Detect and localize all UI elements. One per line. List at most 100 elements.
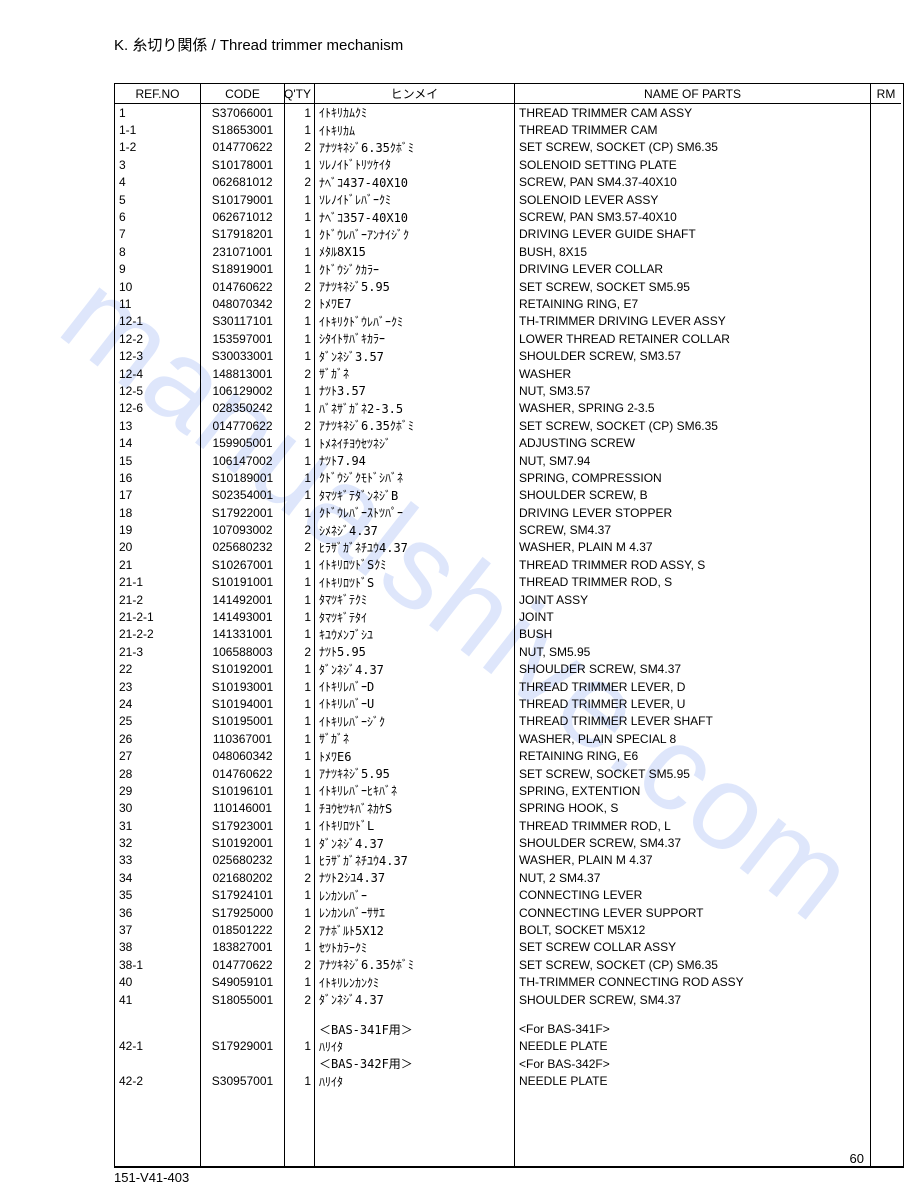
cell-name: SHOULDER SCREW, B <box>515 487 871 504</box>
table-row: 21-2-21413310011ｷﾕｳﾒﾝﾌﾞｼﾕBUSH <box>115 626 903 643</box>
cell-name: SET SCREW, SOCKET SM5.95 <box>515 278 871 295</box>
cell-ref: 12-1 <box>115 313 201 330</box>
cell-hin: ﾊﾞﾈｻﾞｶﾞﾈ2-3.5 <box>315 400 515 417</box>
cell-code: S18919001 <box>201 261 285 278</box>
cell-ref: 28 <box>115 765 201 782</box>
table-row: 100147606222ｱﾅﾂｷﾈｼﾞ5.95SET SCREW, SOCKET… <box>115 278 903 295</box>
cell-qty: 2 <box>285 278 315 295</box>
cell-qty: 1 <box>285 434 315 451</box>
cell-ref: 38-1 <box>115 956 201 973</box>
table-row: 110480703422ﾄﾒﾜE7RETAINING RING, E7 <box>115 295 903 312</box>
cell-ref: 21-1 <box>115 574 201 591</box>
cell-hin: ＜BAS-342F用＞ <box>315 1055 515 1072</box>
cell-code: S10192001 <box>201 834 285 851</box>
cell-ref: 35 <box>115 887 201 904</box>
cell-hin: ﾒﾀﾙ8X15 <box>315 243 515 260</box>
cell-code: 025680232 <box>201 539 285 556</box>
table-row: 141599050011ﾄﾒﾈｲﾁﾖｳｾﾂﾈｼﾞADJUSTING SCREW <box>115 434 903 451</box>
cell-hin: ｱﾅﾂｷﾈｼﾞ5.95 <box>315 278 515 295</box>
cell-ref: 27 <box>115 747 201 764</box>
cell-qty: 1 <box>285 852 315 869</box>
cell-ref: 40 <box>115 974 201 991</box>
cell-code: 110367001 <box>201 730 285 747</box>
cell-ref: 3 <box>115 156 201 173</box>
cell-qty: 1 <box>285 747 315 764</box>
cell-ref: 12-3 <box>115 347 201 364</box>
cell-code: S30117101 <box>201 313 285 330</box>
table-row: 38-10147706222ｱﾅﾂｷﾈｼﾞ6.35ｸﾎﾞﾐSET SCREW, … <box>115 956 903 973</box>
cell-qty: 1 <box>285 608 315 625</box>
cell-rm <box>871 574 901 591</box>
cell-ref: 32 <box>115 834 201 851</box>
cell-hin: ﾀﾏﾂｷﾞﾃﾀﾞﾝﾈｼﾞB <box>315 487 515 504</box>
cell-hin: ﾅﾍﾞｺ357-40X10 <box>315 208 515 225</box>
table-row: 36S179250001ﾚﾝｶﾝﾚﾊﾞｰｻｻｴCONNECTING LEVER … <box>115 904 903 921</box>
cell-rm <box>871 539 901 556</box>
cell-name: NUT, SM3.57 <box>515 382 871 399</box>
table-row: 5S101790011ｿﾚﾉｲﾄﾞﾚﾊﾞｰｸﾐSOLENOID LEVER AS… <box>115 191 903 208</box>
cell-qty: 1 <box>285 313 315 330</box>
cell-ref: 12-2 <box>115 330 201 347</box>
cell-qty: 1 <box>285 487 315 504</box>
table-row: 270480603421ﾄﾒﾜE6RETAINING RING, E6 <box>115 747 903 764</box>
table-row: 12-41488130012ｻﾞｶﾞﾈWASHER <box>115 365 903 382</box>
cell-hin: ﾄﾒﾜE6 <box>315 747 515 764</box>
cell-ref: 7 <box>115 226 201 243</box>
cell-hin: ﾅﾂﾄ7.94 <box>315 452 515 469</box>
table-row: 7S179182011ｸﾄﾞｳﾚﾊﾞｰｱﾝﾅｲｼﾞｸDRIVING LEVER … <box>115 226 903 243</box>
cell-rm <box>871 261 901 278</box>
cell-hin: ｷﾕｳﾒﾝﾌﾞｼﾕ <box>315 626 515 643</box>
table-row: 261103670011ｻﾞｶﾞﾈWASHER, PLAIN SPECIAL 8 <box>115 730 903 747</box>
cell-rm <box>871 782 901 799</box>
cell-code: 107093002 <box>201 521 285 538</box>
cell-ref: 42-1 <box>115 1038 201 1055</box>
cell-qty: 1 <box>285 330 315 347</box>
table-row: 340216802022ﾅﾂﾄ2ｼﾕ4.37NUT, 2 SM4.37 <box>115 869 903 886</box>
table-row: ＜BAS-341F用＞<For BAS-341F> <box>115 1020 903 1037</box>
cell-hin: ｲﾄｷﾘﾚﾝｶﾝｸﾐ <box>315 974 515 991</box>
cell-rm <box>871 452 901 469</box>
cell-ref: 23 <box>115 678 201 695</box>
cell-name: NUT, SM7.94 <box>515 452 871 469</box>
cell-ref: 8 <box>115 243 201 260</box>
cell-name: RETAINING RING, E6 <box>515 747 871 764</box>
cell-rm <box>871 626 901 643</box>
cell-hin: ｿﾚﾉｲﾄﾞﾄﾘﾂｹｲﾀ <box>315 156 515 173</box>
table-row: 25S101950011ｲﾄｷﾘﾚﾊﾞｰｼﾞｸTHREAD TRIMMER LE… <box>115 713 903 730</box>
cell-ref: 14 <box>115 434 201 451</box>
cell-rm <box>871 226 901 243</box>
cell-ref: 1-2 <box>115 139 201 156</box>
cell-hin: ｲﾄｷﾘﾛﾂﾄﾞSｸﾐ <box>315 556 515 573</box>
cell-qty: 1 <box>285 591 315 608</box>
cell-hin: ｿﾚﾉｲﾄﾞﾚﾊﾞｰｸﾐ <box>315 191 515 208</box>
cell-name: SPRING, COMPRESSION <box>515 469 871 486</box>
cell-name: JOINT ASSY <box>515 591 871 608</box>
cell-hin: ｲﾄｷﾘﾛﾂﾄﾞL <box>315 817 515 834</box>
cell-name: SCREW, SM4.37 <box>515 521 871 538</box>
cell-hin: ﾅﾂﾄ2ｼﾕ4.37 <box>315 869 515 886</box>
cell-code: 048070342 <box>201 295 285 312</box>
cell-ref: 21-2 <box>115 591 201 608</box>
cell-rm <box>871 887 901 904</box>
cell-rm <box>871 678 901 695</box>
cell-rm <box>871 434 901 451</box>
cell-rm <box>871 852 901 869</box>
cell-qty: 2 <box>285 417 315 434</box>
cell-hin: ｱﾅﾂｷﾈｼﾞ6.35ｸﾎﾞﾐ <box>315 417 515 434</box>
cell-hin: ｱﾅﾂｷﾈｼﾞ5.95 <box>315 765 515 782</box>
cell-name: DRIVING LEVER COLLAR <box>515 261 871 278</box>
cell-name: SOLENOID SETTING PLATE <box>515 156 871 173</box>
cell-qty: 1 <box>285 104 315 121</box>
cell-name: <For BAS-341F> <box>515 1020 871 1037</box>
cell-qty: 1 <box>285 469 315 486</box>
cell-name: THREAD TRIMMER CAM ASSY <box>515 104 871 121</box>
cell-qty: 1 <box>285 382 315 399</box>
cell-rm <box>871 939 901 956</box>
cell-name: NEEDLE PLATE <box>515 1038 871 1055</box>
cell-qty: 1 <box>285 765 315 782</box>
col-header-hin: ヒンメイ <box>315 84 515 104</box>
table-row: 12-51061290021ﾅﾂﾄ3.57NUT, SM3.57 <box>115 382 903 399</box>
cell-ref: 21-2-1 <box>115 608 201 625</box>
table-row: 22S101920011ﾀﾞﾝﾈｼﾞ4.37SHOULDER SCREW, SM… <box>115 661 903 678</box>
cell-ref: 17 <box>115 487 201 504</box>
